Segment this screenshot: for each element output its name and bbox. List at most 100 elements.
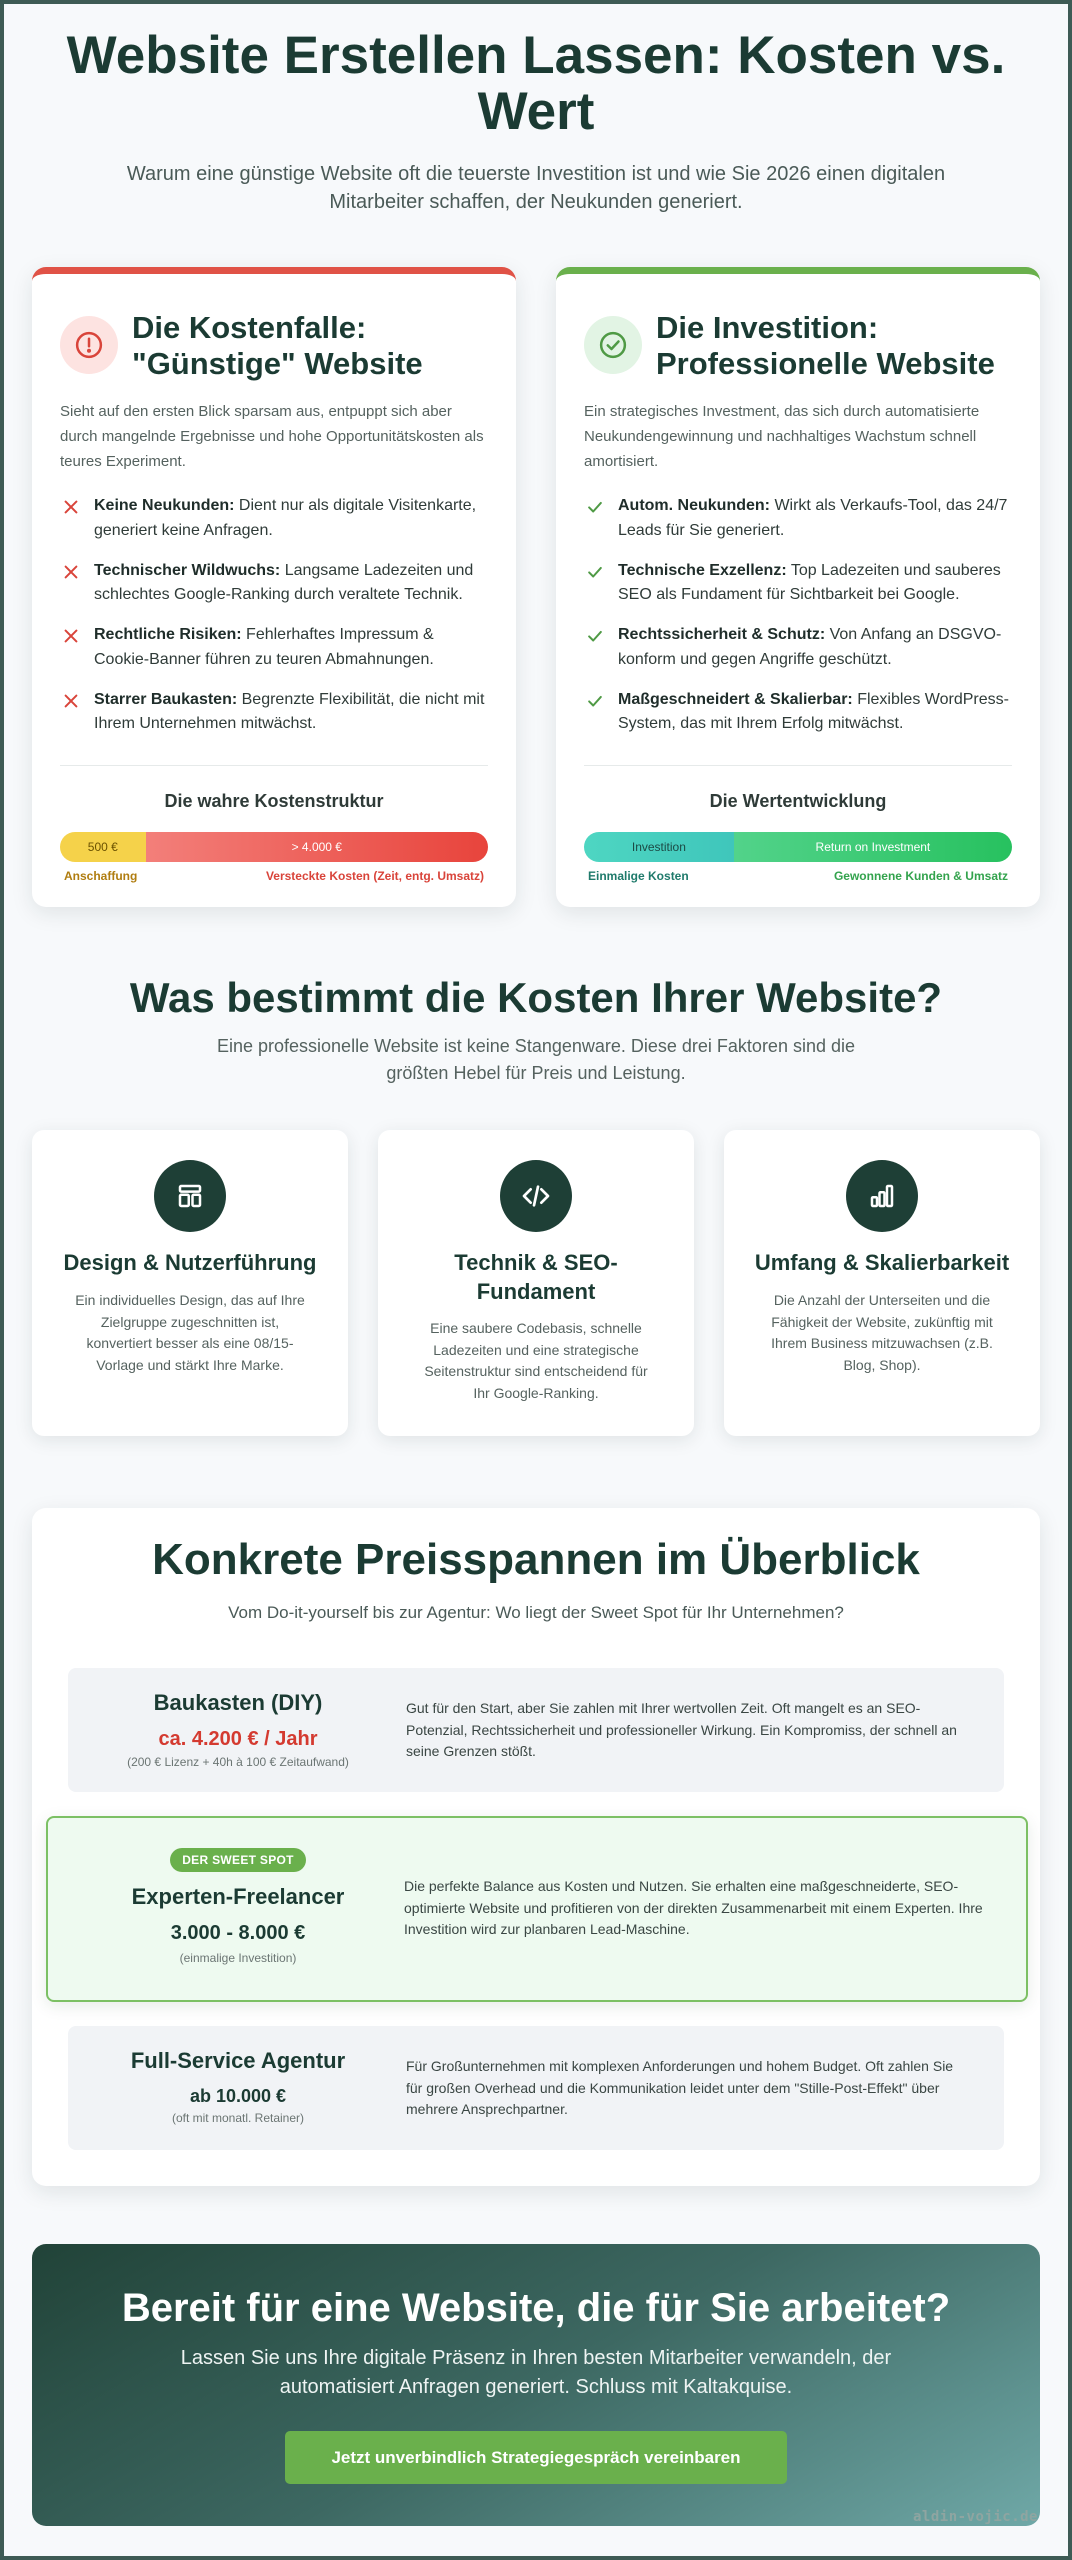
tier-diy: Baukasten (DIY) ca. 4.200 € / Jahr (200 … (68, 1668, 1004, 1792)
factor-card-tech: Technik & SEO-Fundament Eine saubere Cod… (378, 1130, 694, 1436)
factor-title: Umfang & Skalierbarkeit (754, 1250, 1010, 1275)
item-text: Fehlerhaftes Impressum & Cookie-Banner f… (94, 626, 434, 668)
layout-icon (154, 1160, 226, 1232)
tier-price: ab 10.000 € (189, 2086, 287, 2106)
roi-segment: Return on Investment (733, 832, 1012, 862)
card-title: Die Investition: Professionelle Website (656, 310, 995, 381)
item-text: Wirkt als Verkaufs-Tool, das 24/7 Leads … (618, 497, 1008, 539)
item-label: Maßgeschneidert & Skalierbar: (618, 690, 853, 708)
list-item: Starrer Baukasten: Begrenzte Flexibilitä… (60, 688, 490, 753)
factor-text: Die Anzahl der Unterseiten und die Fähig… (771, 1292, 993, 1373)
item-text: Dient nur als digitale Visitenkarte, gen… (94, 497, 477, 539)
sweet-spot-badge: DER SWEET SPOT (170, 1848, 306, 1872)
x-icon (64, 565, 78, 578)
section-title: Was bestimmt die Kosten Ihrer Website? (129, 974, 943, 1021)
tier-description: Gut für den Start, aber Sie zahlen mit I… (406, 1700, 957, 1759)
acquisition-segment: 500 € (60, 832, 146, 862)
code-icon (500, 1160, 572, 1232)
hero: Website Erstellen Lassen: Kosten vs. Wer… (0, 0, 1072, 216)
factor-title: Technik & SEO-Fundament (454, 1250, 618, 1304)
check-icon (588, 630, 602, 642)
bar-legend: Anschaffung Versteckte Kosten (Zeit, ent… (60, 869, 488, 889)
tier-summary: Baukasten (DIY) ca. 4.200 € / Jahr (200 … (88, 1690, 388, 1769)
tier-summary: DER SWEET SPOT Experten-Freelancer 3.000… (88, 1848, 388, 1965)
cost-trap-card: Die Kostenfalle: "Günstige" Website Sieh… (32, 267, 516, 907)
comparison-section: Die Kostenfalle: "Günstige" Website Sieh… (32, 267, 1040, 907)
factor-card-design: Design & Nutzerführung Ein individuelles… (32, 1130, 348, 1436)
factor-card-scope: Umfang & Skalierbarkeit Die Anzahl der U… (724, 1130, 1040, 1436)
item-text: Top Ladezeiten und sauberes SEO als Fund… (618, 561, 1001, 604)
investment-segment: Investition (584, 832, 734, 862)
x-icon (64, 694, 78, 707)
check-icon (588, 566, 602, 577)
tier-note: (200 € Lizenz + 40h à 100 € Zeitaufwand) (127, 1755, 349, 1769)
cta-banner: Bereit für eine Website, die für Sie arb… (32, 2244, 1040, 2526)
cost-structure-bar: 500 € > 4.000 € (60, 832, 488, 862)
card-title: Die Kostenfalle: "Günstige" Website (132, 310, 423, 381)
tier-name: Experten-Freelancer (131, 1884, 345, 1909)
item-label: Starrer Baukasten: (94, 690, 238, 708)
section-subtitle: Eine professionelle Website ist keine St… (216, 1036, 855, 1083)
card-header: Die Kostenfalle: "Günstige" Website (60, 310, 500, 390)
tier-description: Für Großunternehmen mit komplexen Anford… (406, 2058, 954, 2117)
list-item: Rechtliche Risiken: Fehlerhaftes Impress… (60, 623, 490, 688)
tier-name: Full-Service Agentur (130, 2048, 346, 2073)
x-icon (64, 629, 78, 643)
tier-agency: Full-Service Agentur ab 10.000 € (oft mi… (68, 2026, 1004, 2150)
price-ranges-section: Konkrete Preisspannen im Überblick Vom D… (32, 1508, 1040, 2186)
page-title: Website Erstellen Lassen: Kosten vs. Wer… (66, 26, 1006, 141)
benefit-list: Autom. Neukunden: Wirkt als Verkaufs-Too… (584, 494, 1014, 752)
check-circle-icon (584, 316, 642, 374)
list-item: Technischer Wildwuchs: Langsame Ladezeit… (60, 559, 490, 624)
value-development-bar: Investition Return on Investment (584, 832, 1012, 862)
list-item: Technische Exzellenz: Top Ladezeiten und… (584, 559, 1014, 624)
tier-price: ca. 4.200 € / Jahr (158, 1728, 318, 1750)
factor-text: Eine saubere Codebasis, schnelle Ladezei… (424, 1320, 648, 1401)
list-item: Rechtssicherheit & Schutz: Von Anfang an… (584, 623, 1014, 688)
alert-circle-icon (60, 316, 118, 374)
acquisition-label: Anschaffung (64, 869, 138, 883)
value-development-title: Die Wertentwicklung (709, 791, 887, 811)
investment-card: Die Investition: Professionelle Website … (556, 267, 1040, 907)
one-time-costs-label: Einmalige Kosten (588, 869, 689, 883)
factor-text: Ein individuelles Design, das auf Ihre Z… (75, 1292, 305, 1373)
list-item: Maßgeschneidert & Skalierbar: Flexibles … (584, 688, 1014, 753)
item-label: Technische Exzellenz: (618, 561, 787, 579)
cta-text: Lassen Sie uns Ihre digitale Präsenz in … (180, 2347, 892, 2398)
item-label: Keine Neukunden: (94, 497, 235, 514)
list-item: Keine Neukunden: Dient nur als digitale … (60, 494, 490, 559)
item-text: Von Anfang an DSGVO-konform und gegen An… (618, 626, 1002, 668)
card-header: Die Investition: Professionelle Website (584, 310, 1024, 390)
factor-title: Design & Nutzerführung (63, 1250, 317, 1275)
tier-note: (einmalige Investition) (179, 1951, 297, 1965)
check-icon (588, 501, 602, 513)
section-subtitle: Vom Do-it-yourself bis zur Agentur: Wo l… (228, 1603, 844, 1622)
card-intro: Ein strategisches Investment, das sich d… (584, 403, 980, 470)
hidden-costs-segment: > 4.000 € (145, 832, 488, 862)
divider (584, 765, 1012, 766)
tier-description: Die perfekte Balance aus Kosten und Nutz… (404, 1878, 983, 1937)
item-label: Autom. Neukunden: (618, 497, 770, 514)
page-subtitle: Warum eine günstige Website oft die teue… (126, 163, 946, 213)
x-icon (64, 500, 78, 514)
drawback-list: Keine Neukunden: Dient nur als digitale … (60, 494, 490, 752)
cta-title: Bereit für eine Website, die für Sie arb… (121, 2286, 951, 2330)
item-label: Rechtssicherheit & Schutz: (618, 626, 826, 643)
item-text: Begrenzte Flexibilität, die nicht mit Ih… (94, 690, 485, 733)
watermark: aldin-vojic.de (912, 2509, 1038, 2525)
list-item: Autom. Neukunden: Wirkt als Verkaufs-Too… (584, 494, 1014, 559)
section-title: Konkrete Preisspannen im Überblick (152, 1535, 920, 1584)
tier-name: Baukasten (DIY) (153, 1690, 323, 1715)
tier-note: (oft mit monatl. Retainer) (171, 2111, 305, 2125)
divider (60, 765, 488, 766)
book-consultation-button[interactable]: Jetzt unverbindlich Strategiegespräch ve… (285, 2431, 787, 2484)
card-intro: Sieht auf den ersten Blick sparsam aus, … (60, 403, 484, 470)
tier-price: 3.000 - 8.000 € (170, 1922, 306, 1944)
item-text: Flexibles WordPress-System, das mit Ihre… (618, 690, 1009, 733)
bar-legend: Einmalige Kosten Gewonnene Kunden & Umsa… (584, 869, 1012, 889)
check-icon (588, 695, 602, 706)
tier-summary: Full-Service Agentur ab 10.000 € (oft mi… (88, 2048, 388, 2125)
factors-header: Was bestimmt die Kosten Ihrer Website? E… (0, 973, 1072, 1087)
tier-freelancer: DER SWEET SPOT Experten-Freelancer 3.000… (46, 1816, 1028, 2002)
gained-customers-label: Gewonnene Kunden & Umsatz (833, 869, 1008, 883)
